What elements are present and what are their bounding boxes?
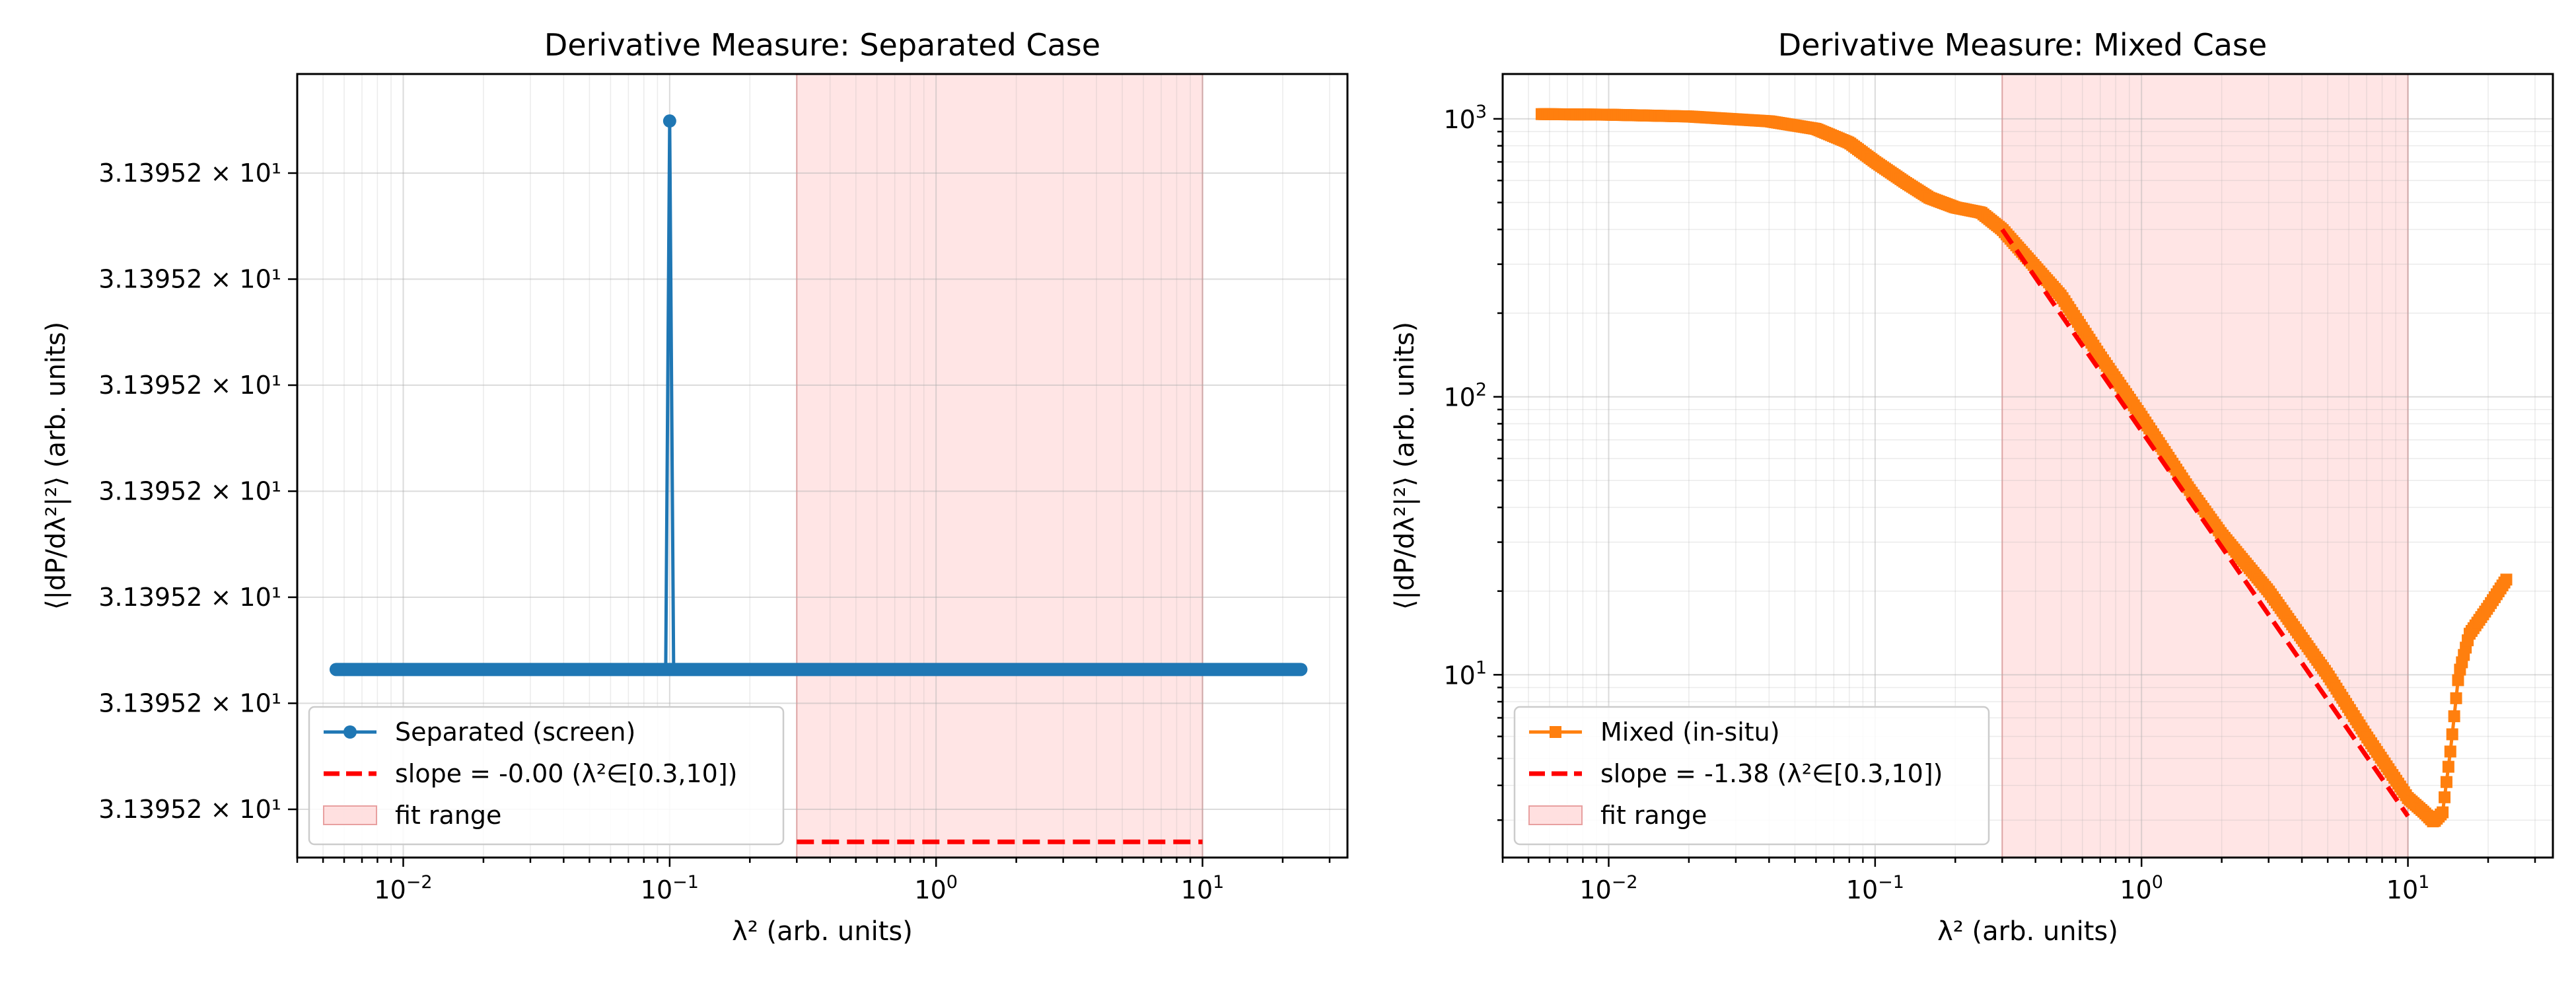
mixed-marker (2438, 791, 2451, 803)
fit-range-shade (2001, 73, 2409, 858)
x-tick-label-exp: −1 (1878, 872, 1904, 893)
x-tick-label: 100 (2120, 872, 2163, 904)
x-tick-label-base: 10 (1846, 875, 1878, 904)
x-tick-label-exp: −1 (672, 872, 699, 893)
mixed-marker (2442, 760, 2454, 773)
y-tick-label: 103 (1443, 102, 1487, 134)
legend-patch-swatch (1528, 805, 1583, 825)
y-tick-label-exp: 1 (1476, 657, 1487, 678)
y-axis-label: ⟨|dP/dλ²|²⟩ (arb. units) (1390, 322, 1420, 610)
x-tick-label-base: 10 (914, 875, 946, 904)
x-tick-label-exp: 0 (2152, 872, 2163, 893)
x-tick-label-base: 10 (2120, 875, 2151, 904)
x-tick-label: 10−1 (1846, 872, 1904, 904)
x-tick-label-exp: −2 (406, 872, 433, 893)
y-axis-label: ⟨|dP/dλ²|²⟩ (arb. units) (41, 322, 71, 610)
mixed-series-markers (1535, 108, 2513, 828)
legend-patch-swatch (323, 805, 377, 825)
legend-label: slope = -0.00 (λ²∈[0.3,10]) (395, 759, 738, 788)
mixed-marker (2500, 573, 2513, 586)
y-tick-label: 101 (1443, 657, 1487, 690)
y-tick-label-base: 10 (1443, 383, 1475, 412)
y-tick-label: 3.13952 × 10¹ (98, 583, 281, 612)
mixed-marker (2446, 728, 2458, 741)
x-tick-label: 100 (914, 872, 958, 904)
legend-marker-swatch (343, 725, 357, 739)
x-tick-label-exp: 1 (2418, 872, 2429, 893)
fit-range-shade (796, 73, 1203, 858)
mixed-marker (2444, 745, 2456, 758)
y-tick-label-exp: 3 (1476, 102, 1487, 122)
separated-spike-marker (662, 114, 676, 128)
legend-label: slope = -1.38 (λ²∈[0.3,10]) (1600, 759, 1943, 788)
legend: Separated (screen) slope = -0.00 (λ²∈[0.3… (308, 706, 785, 846)
legend-label: Separated (screen) (395, 717, 635, 747)
x-tick-label-exp: −2 (1612, 872, 1638, 893)
x-tick-label-base: 10 (2386, 875, 2418, 904)
mixed-marker (2440, 776, 2452, 788)
legend-box (1513, 706, 1990, 846)
mixed-marker (2452, 674, 2464, 686)
x-tick-label-base: 10 (1579, 875, 1611, 904)
x-tick-label-exp: 1 (1213, 872, 1224, 893)
mixed-marker (2437, 806, 2449, 819)
y-tick-label: 3.13952 × 10¹ (98, 265, 281, 294)
legend-box (308, 706, 785, 846)
x-axis-label: λ² (arb. units) (732, 916, 913, 947)
y-tick-label-exp: 2 (1476, 380, 1487, 400)
axes-frame (1501, 73, 2554, 859)
axes-frame (296, 73, 1349, 859)
legend-label: Mixed (in-situ) (1600, 717, 1780, 747)
chart-title: Derivative Measure: Mixed Case (1778, 27, 2267, 63)
mixed-marker (2448, 710, 2460, 723)
x-axis-label: λ² (arb. units) (1937, 916, 2118, 947)
y-tick-label: 3.13952 × 10¹ (98, 795, 281, 824)
y-tick-label: 3.13952 × 10¹ (98, 689, 281, 718)
y-tick-label: 102 (1443, 380, 1487, 412)
legend: Mixed (in-situ) slope = -1.38 (λ²∈[0.3,10… (1513, 706, 1990, 846)
x-tick-label: 10−2 (1579, 872, 1637, 904)
y-tick-label: 3.13952 × 10¹ (98, 371, 281, 400)
separated-marker-band (329, 663, 1308, 677)
y-tick-label-base: 10 (1443, 105, 1475, 134)
x-tick-label: 101 (1181, 872, 1225, 904)
y-tick-label-base: 10 (1443, 661, 1475, 690)
mixed-marker (2450, 692, 2462, 704)
x-tick-label-base: 10 (641, 875, 672, 904)
chart-title: Derivative Measure: Separated Case (544, 27, 1100, 63)
legend-label: fit range (395, 801, 501, 830)
legend-marker-swatch (1550, 726, 1561, 738)
x-tick-label-exp: 0 (947, 872, 958, 893)
fit-line-dashed (2000, 228, 2410, 818)
legend-label: fit range (1600, 801, 1707, 830)
x-tick-label-base: 10 (374, 875, 406, 904)
y-tick-label: 3.13952 × 10¹ (98, 159, 281, 188)
x-tick-label: 101 (2386, 872, 2430, 904)
x-tick-label: 10−1 (641, 872, 699, 904)
x-tick-label: 10−2 (374, 872, 432, 904)
y-tick-label: 3.13952 × 10¹ (98, 477, 281, 506)
x-tick-label-base: 10 (1181, 875, 1213, 904)
